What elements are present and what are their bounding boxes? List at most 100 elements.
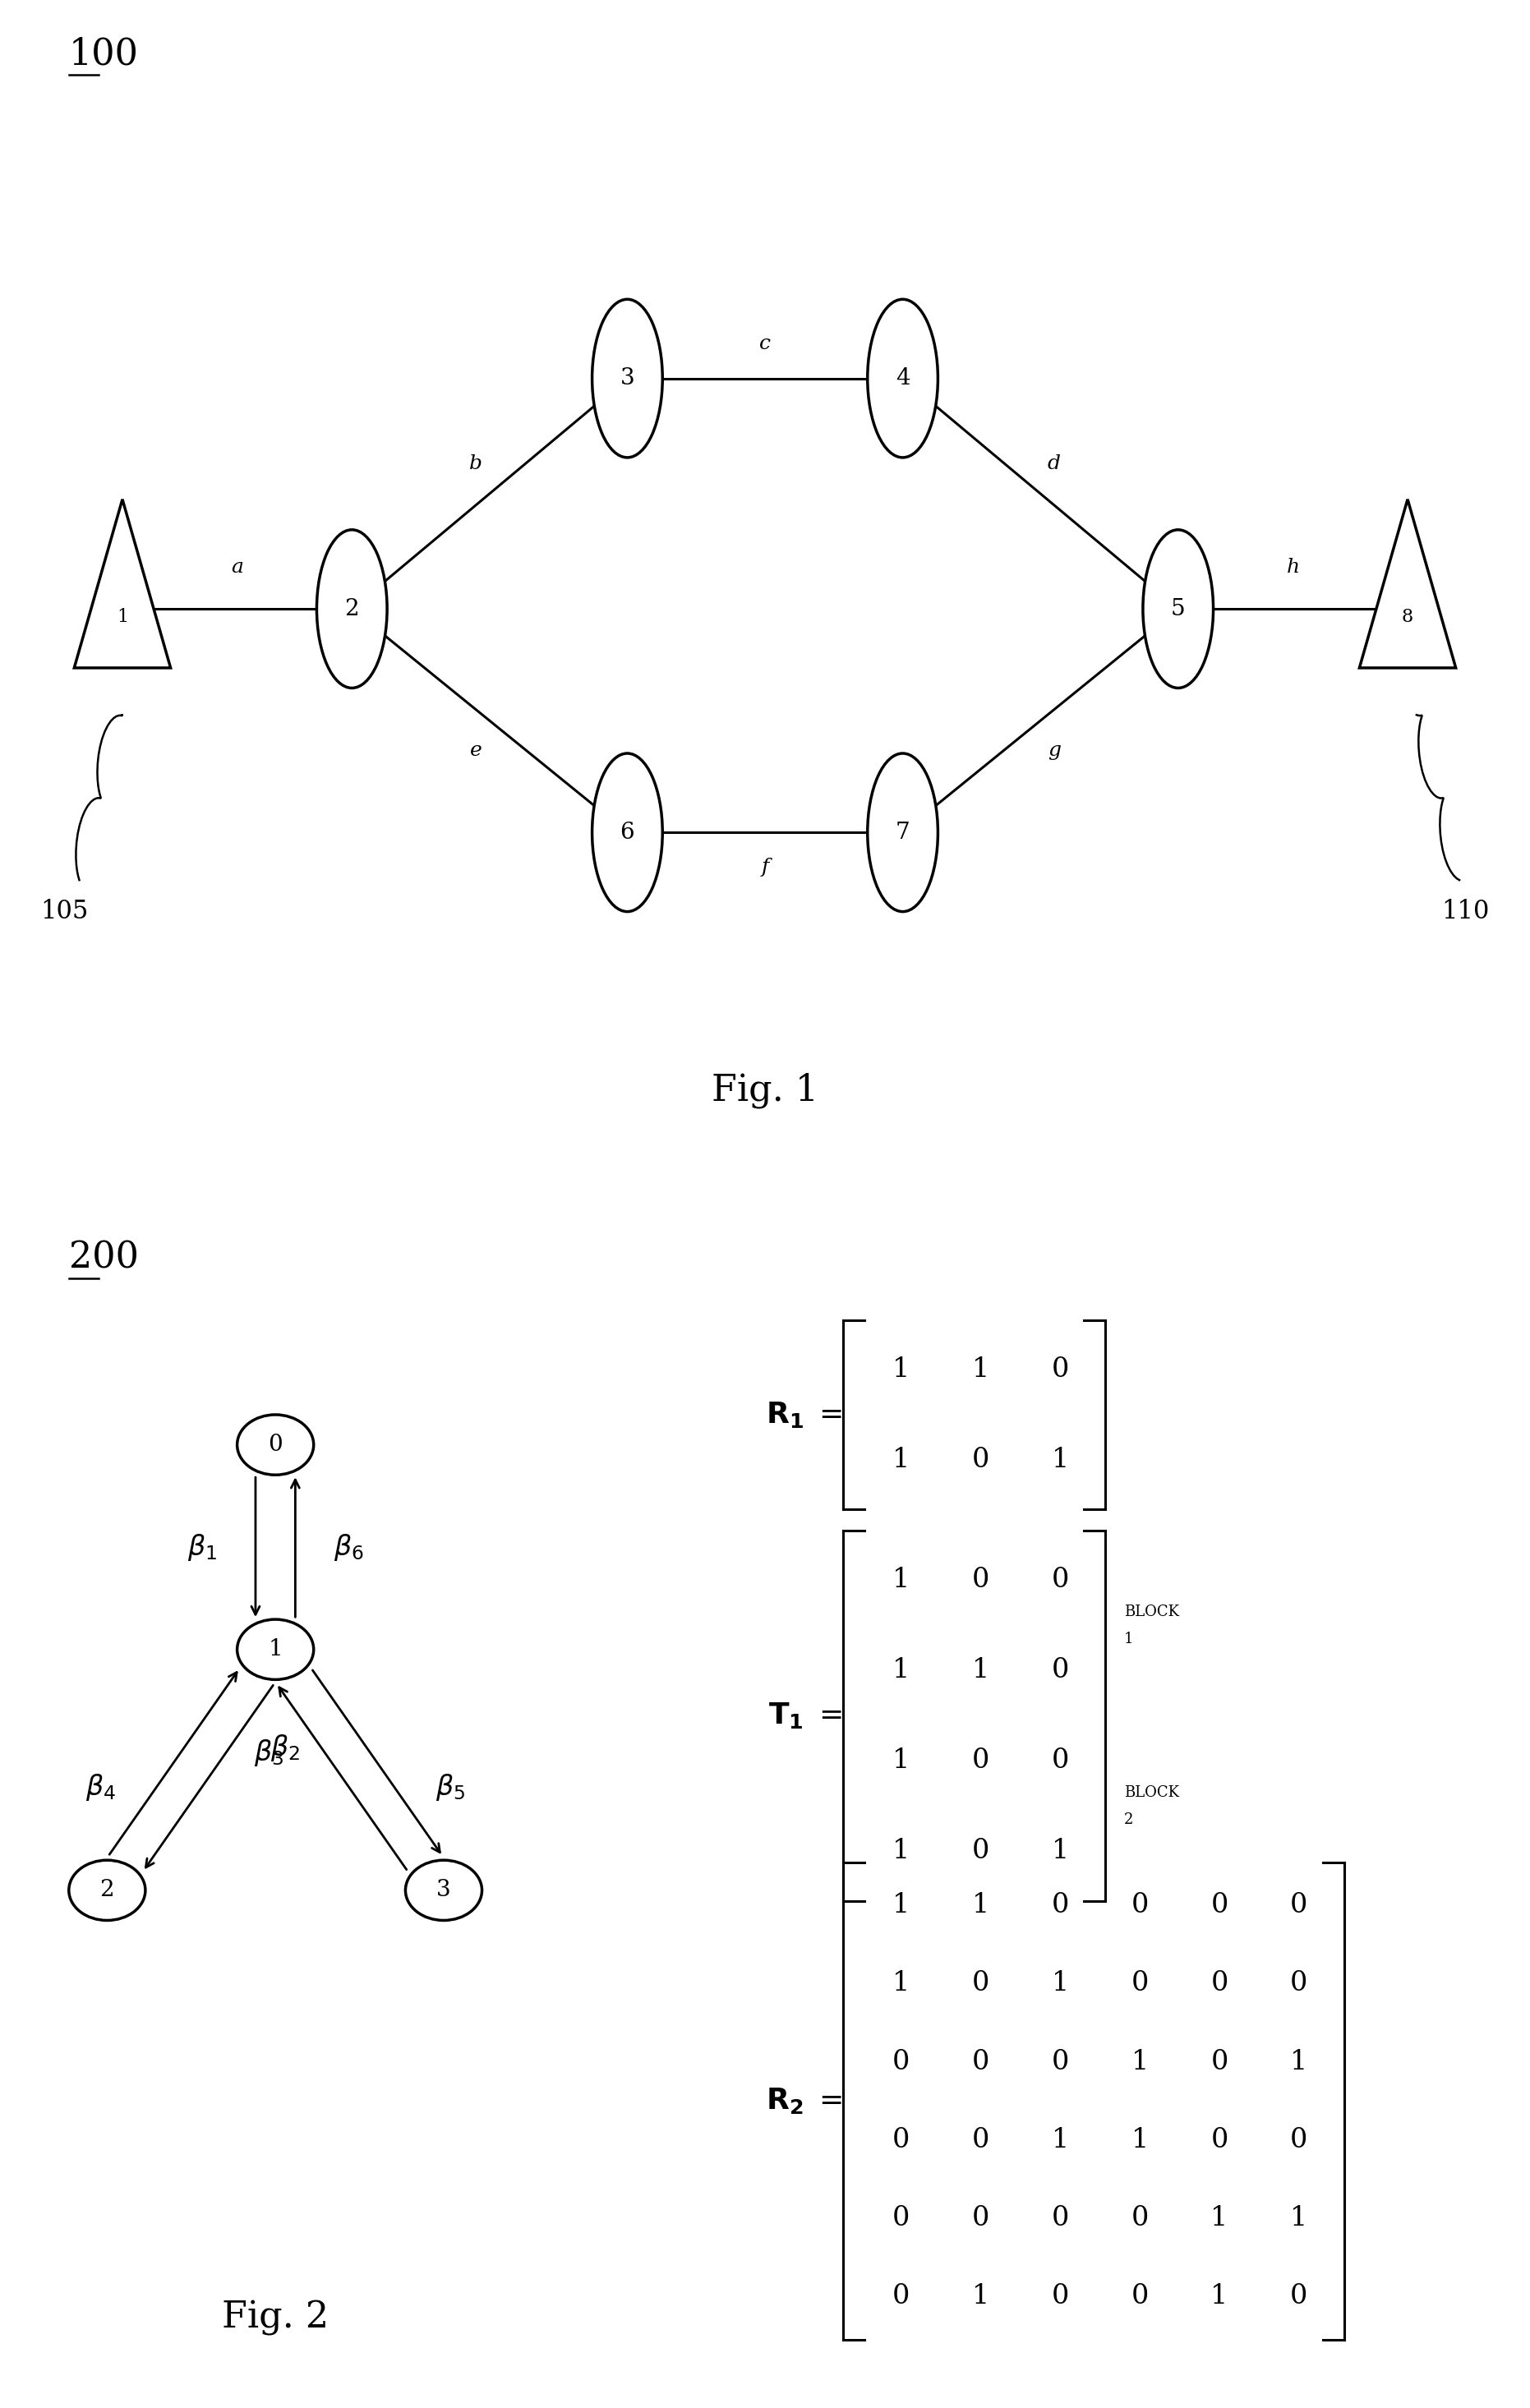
- Circle shape: [592, 299, 662, 458]
- Text: h: h: [1287, 559, 1299, 578]
- Text: 1: 1: [1210, 2283, 1229, 2309]
- Text: 0: 0: [972, 2049, 990, 2076]
- Text: $\mathbf{R_1}$: $\mathbf{R_1}$: [765, 1399, 803, 1430]
- Text: 3: 3: [620, 368, 635, 390]
- Text: b: b: [470, 455, 482, 474]
- Text: 1: 1: [892, 1748, 910, 1775]
- Text: 1: 1: [892, 1447, 910, 1474]
- Text: 1: 1: [116, 609, 129, 626]
- Text: $\mathbf{R_2}$: $\mathbf{R_2}$: [767, 2085, 803, 2117]
- Text: c: c: [759, 335, 771, 354]
- Text: 0: 0: [972, 2206, 990, 2232]
- Circle shape: [592, 754, 662, 913]
- Circle shape: [868, 754, 938, 913]
- Text: 1: 1: [1131, 2126, 1149, 2153]
- Text: 0: 0: [1131, 1893, 1149, 1919]
- Text: 1: 1: [1210, 2206, 1229, 2232]
- Circle shape: [237, 1618, 314, 1681]
- Text: 4: 4: [895, 368, 910, 390]
- Text: 1: 1: [892, 1837, 910, 1864]
- Text: g: g: [1048, 742, 1060, 761]
- Text: $\beta_1$: $\beta_1$: [187, 1531, 217, 1563]
- Text: 1: 1: [1051, 1837, 1069, 1864]
- Text: 0: 0: [1290, 1893, 1308, 1919]
- Text: 200: 200: [69, 1240, 139, 1276]
- Text: 0: 0: [972, 1447, 990, 1474]
- Text: 100: 100: [69, 36, 139, 72]
- Text: 1: 1: [972, 2283, 990, 2309]
- Text: 1: 1: [1131, 2049, 1149, 2076]
- Text: 0: 0: [892, 2049, 910, 2076]
- Text: 0: 0: [268, 1433, 283, 1457]
- Text: 1: 1: [1290, 2049, 1308, 2076]
- Text: =: =: [819, 1401, 843, 1428]
- Text: 0: 0: [1051, 2206, 1069, 2232]
- Circle shape: [317, 530, 387, 689]
- Text: 1: 1: [892, 1568, 910, 1594]
- Text: 2: 2: [1125, 1813, 1134, 1828]
- Text: 1: 1: [892, 1893, 910, 1919]
- Text: 1: 1: [1051, 2126, 1069, 2153]
- Text: 1: 1: [972, 1356, 990, 1382]
- Text: 6: 6: [620, 821, 635, 843]
- Polygon shape: [1360, 498, 1457, 667]
- Text: 0: 0: [1051, 1748, 1069, 1775]
- Text: 1: 1: [268, 1637, 283, 1662]
- Text: Fig. 2: Fig. 2: [222, 2300, 329, 2336]
- Circle shape: [405, 1859, 482, 1922]
- Text: 0: 0: [1131, 2206, 1149, 2232]
- Circle shape: [69, 1859, 145, 1922]
- Text: 0: 0: [892, 2283, 910, 2309]
- Text: 8: 8: [1401, 609, 1414, 626]
- Text: Fig. 1: Fig. 1: [711, 1072, 819, 1108]
- Text: 1: 1: [892, 1657, 910, 1683]
- Text: 0: 0: [1051, 2283, 1069, 2309]
- Text: BLOCK: BLOCK: [1125, 1784, 1180, 1799]
- Text: e: e: [470, 742, 482, 761]
- Text: 0: 0: [972, 1837, 990, 1864]
- Text: f: f: [762, 857, 768, 877]
- Text: $\beta_3$: $\beta_3$: [254, 1739, 283, 1767]
- Text: 0: 0: [972, 2126, 990, 2153]
- Text: $\mathbf{T_1}$: $\mathbf{T_1}$: [768, 1700, 803, 1731]
- Text: d: d: [1048, 455, 1060, 474]
- Text: 0: 0: [1051, 1356, 1069, 1382]
- Text: $\beta_6$: $\beta_6$: [334, 1531, 364, 1563]
- Text: =: =: [819, 2088, 843, 2114]
- Polygon shape: [73, 498, 171, 667]
- Text: 1: 1: [892, 1356, 910, 1382]
- Text: 3: 3: [436, 1878, 451, 1902]
- Circle shape: [868, 299, 938, 458]
- Text: 0: 0: [1051, 1657, 1069, 1683]
- Text: 1: 1: [972, 1893, 990, 1919]
- Text: 0: 0: [1290, 2283, 1308, 2309]
- Text: $\beta_4$: $\beta_4$: [86, 1772, 116, 1801]
- Text: 1: 1: [1051, 1447, 1069, 1474]
- Text: 0: 0: [1290, 1970, 1308, 1996]
- Text: 0: 0: [972, 1970, 990, 1996]
- Text: 1: 1: [972, 1657, 990, 1683]
- Circle shape: [1143, 530, 1213, 689]
- Text: 2: 2: [99, 1878, 115, 1902]
- Text: 5: 5: [1170, 597, 1186, 619]
- Text: =: =: [819, 1702, 843, 1729]
- Text: 0: 0: [1051, 2049, 1069, 2076]
- Text: 0: 0: [1290, 2126, 1308, 2153]
- Text: 1: 1: [1290, 2206, 1308, 2232]
- Circle shape: [237, 1413, 314, 1474]
- Text: 0: 0: [892, 2206, 910, 2232]
- Text: 7: 7: [895, 821, 910, 843]
- Text: 1: 1: [892, 1970, 910, 1996]
- Text: 110: 110: [1441, 898, 1490, 925]
- Text: 1: 1: [1125, 1633, 1134, 1647]
- Text: 105: 105: [40, 898, 89, 925]
- Text: BLOCK: BLOCK: [1125, 1604, 1180, 1618]
- Text: 0: 0: [1051, 1568, 1069, 1594]
- Text: 0: 0: [1210, 2049, 1229, 2076]
- Text: a: a: [231, 559, 243, 578]
- Text: 0: 0: [1210, 2126, 1229, 2153]
- Text: 0: 0: [892, 2126, 910, 2153]
- Text: 0: 0: [1210, 1970, 1229, 1996]
- Text: 0: 0: [1131, 1970, 1149, 1996]
- Text: $\beta_5$: $\beta_5$: [436, 1772, 465, 1801]
